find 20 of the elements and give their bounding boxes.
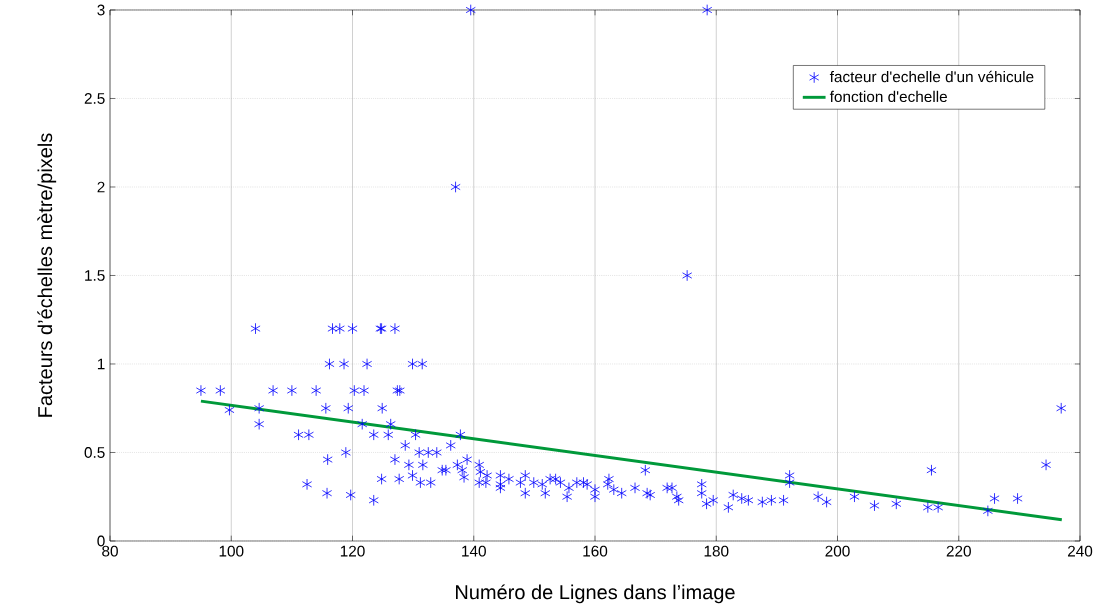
x-tick-label: 120 xyxy=(340,545,365,557)
x-tick-label: 160 xyxy=(583,545,608,557)
x-axis-title: Numéro de Lignes dans l’image xyxy=(456,584,735,604)
x-tick-label: 200 xyxy=(825,545,850,557)
x-tick-label: 220 xyxy=(946,545,971,557)
y-tick-label: 0.5 xyxy=(84,447,105,458)
y-tick-label: 2 xyxy=(97,181,105,193)
x-tick-label: 80 xyxy=(102,545,118,557)
legend-label: facteur d'echelle d'un véhicule xyxy=(829,70,1034,83)
x-tick-label: 100 xyxy=(219,545,244,557)
y-tick-label: 0 xyxy=(97,535,105,547)
y-axis-title: Facteurs d’échelles mètre/pixels xyxy=(37,133,57,417)
y-tick-label: 3 xyxy=(97,4,105,16)
x-tick-label: 240 xyxy=(1067,545,1093,557)
y-tick-label: 1.5 xyxy=(85,270,105,281)
y-tick-label: 2.5 xyxy=(84,93,105,104)
y-tick-label: 1 xyxy=(97,358,105,370)
x-tick-label: 140 xyxy=(462,545,486,557)
x-tick-label: 180 xyxy=(704,545,729,557)
legend-label: fonction d'echelle xyxy=(829,90,947,103)
